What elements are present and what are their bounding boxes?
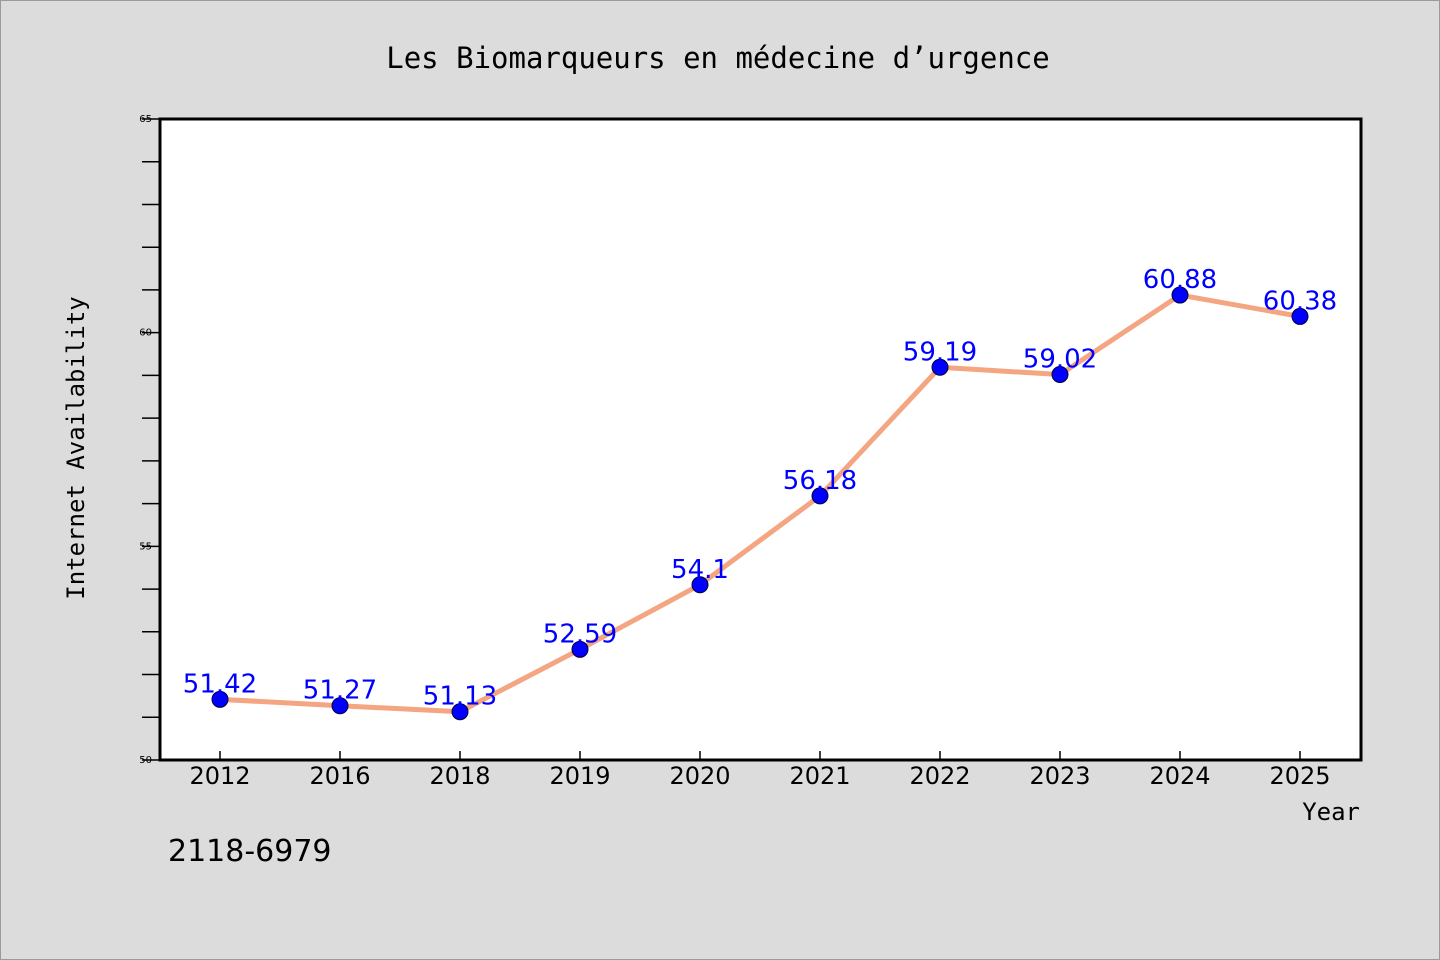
data-label: 54.1 bbox=[671, 555, 729, 585]
data-label: 59.02 bbox=[1023, 345, 1097, 375]
data-label: 56.18 bbox=[783, 466, 857, 496]
data-point bbox=[451, 703, 469, 721]
x-axis: 2012 2016 2018 2019 2020 2021 2022 2023 2024 2025 bbox=[189, 751, 1331, 790]
data-label: 51.27 bbox=[303, 676, 377, 706]
data-label: 59.19 bbox=[903, 337, 977, 367]
x-tick-label: 2012 bbox=[189, 762, 250, 790]
x-tick-label: 2016 bbox=[309, 762, 370, 790]
x-tick-label: 2018 bbox=[429, 762, 490, 790]
data-point bbox=[571, 640, 589, 658]
data-point bbox=[691, 576, 709, 594]
chart-title: Les Biomarqueurs en médecine d’urgence bbox=[386, 41, 1049, 75]
y-tick-label: 65 bbox=[139, 114, 152, 125]
y-tick-label: 55 bbox=[139, 541, 152, 552]
y-axis-label: Internet Availability bbox=[62, 296, 90, 599]
plot-area bbox=[158, 117, 1363, 762]
data-point bbox=[1291, 307, 1309, 325]
data-point bbox=[211, 690, 229, 708]
data-point bbox=[931, 358, 949, 376]
x-tick-label: 2023 bbox=[1029, 762, 1090, 790]
x-tick-label: 2024 bbox=[1149, 762, 1210, 790]
x-tick-label: 2021 bbox=[789, 762, 850, 790]
data-point bbox=[811, 487, 829, 505]
data-label: 52.59 bbox=[543, 619, 617, 649]
y-tick-label: 50 bbox=[139, 755, 152, 766]
data-point bbox=[1171, 286, 1189, 304]
data-labels: 51.42 51.27 51.13 52.59 54.1 56.18 59.19 59.02 6… bbox=[183, 265, 1337, 712]
footer-code: 2118-6979 bbox=[168, 834, 332, 869]
data-label: 51.13 bbox=[423, 682, 497, 712]
x-tick-label: 2025 bbox=[1269, 762, 1330, 790]
x-tick-label: 2020 bbox=[669, 762, 730, 790]
y-tick-label: 60 bbox=[139, 328, 152, 339]
data-label: 60.88 bbox=[1143, 265, 1217, 295]
series-line bbox=[219, 292, 1301, 715]
data-point bbox=[331, 697, 349, 715]
x-axis-label: Year bbox=[1302, 798, 1360, 826]
series-markers bbox=[211, 286, 1309, 721]
x-tick-label: 2022 bbox=[909, 762, 970, 790]
x-tick-label: 2019 bbox=[549, 762, 610, 790]
data-label: 60.38 bbox=[1263, 286, 1337, 316]
y-axis: 50 55 60 65 bbox=[139, 114, 160, 766]
data-point bbox=[1051, 366, 1069, 384]
data-label: 51.42 bbox=[183, 669, 257, 699]
